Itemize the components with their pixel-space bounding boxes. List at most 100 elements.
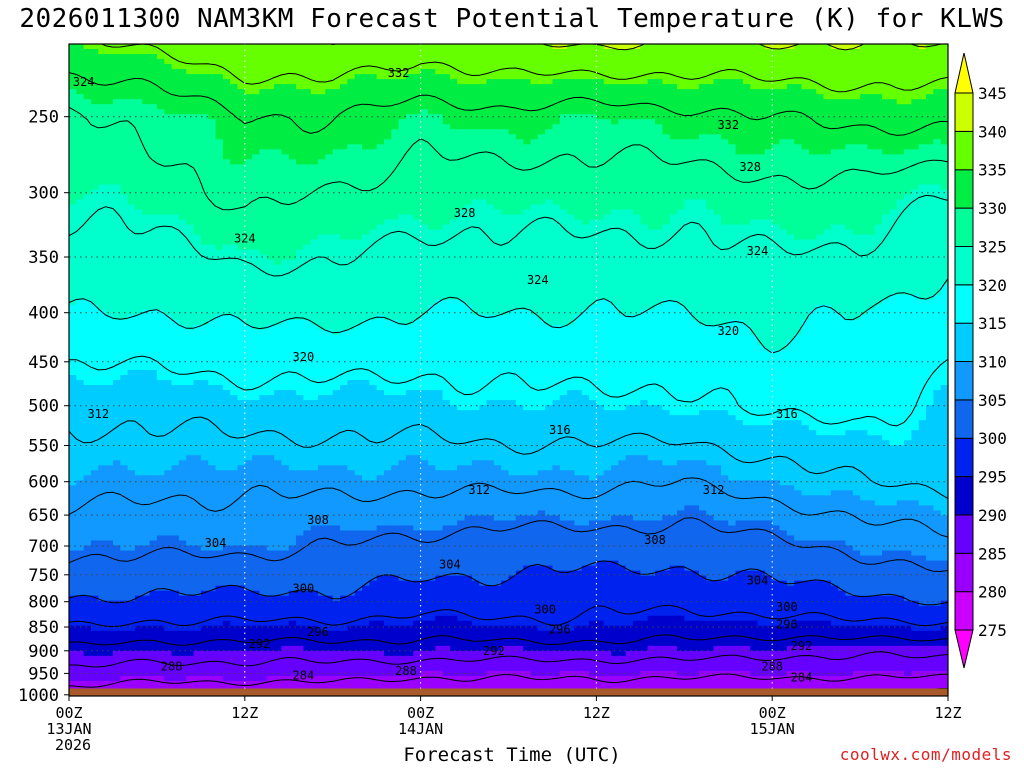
band-cell [69, 349, 948, 356]
band-cell [640, 214, 671, 221]
band-cell [471, 309, 510, 316]
band-cell [567, 390, 583, 396]
band-cell [398, 460, 429, 466]
band-cell [186, 540, 297, 547]
band-cell [515, 134, 539, 140]
band-cell [76, 89, 246, 95]
band-cell [713, 79, 744, 85]
band-cell [618, 460, 663, 466]
band-cell [508, 575, 707, 582]
band-cell [633, 209, 678, 216]
band-cell [764, 44, 795, 50]
y-tick-label: 550 [28, 437, 59, 457]
band-cell [911, 670, 948, 677]
band-cell [801, 329, 948, 336]
band-cell [274, 259, 283, 266]
band-cell [486, 199, 546, 206]
band-cell [69, 395, 239, 401]
y-tick-label: 650 [28, 506, 59, 526]
band-cell [552, 199, 685, 206]
band-cell [69, 94, 85, 100]
band-cell [933, 294, 948, 301]
band-cell [244, 159, 297, 165]
band-cell [200, 455, 253, 461]
contour-label: 296 [307, 625, 329, 639]
band-cell [633, 620, 759, 627]
band-cell [435, 575, 473, 582]
band-cell [296, 390, 334, 396]
band-cell [171, 64, 948, 70]
band-cell [830, 224, 847, 231]
band-cell [244, 585, 363, 592]
band-cell [442, 395, 561, 401]
band-cell [69, 194, 85, 201]
band-cell [69, 470, 92, 476]
band-cell [296, 249, 948, 256]
band-cell [786, 344, 948, 351]
band-cell [420, 69, 436, 75]
band-cell [391, 129, 510, 135]
band-cell [69, 585, 217, 592]
band-cell [559, 465, 612, 471]
band-cell [391, 134, 517, 140]
band-cell [728, 139, 781, 145]
band-cell [457, 214, 576, 221]
band-cell [347, 625, 539, 632]
band-cell [69, 74, 224, 80]
band-cell [625, 405, 663, 411]
band-cell [830, 44, 861, 50]
band-cell [904, 670, 912, 677]
band-cell [559, 670, 590, 677]
band-cell [676, 510, 707, 517]
band-cell [581, 219, 590, 226]
band-cell [237, 465, 290, 471]
band-cell [530, 79, 554, 85]
band-cell [589, 475, 597, 481]
band-cell [882, 94, 927, 100]
band-cell [757, 620, 795, 627]
band-cell [574, 625, 912, 632]
band-cell [69, 114, 209, 120]
band-cell [545, 319, 576, 326]
band-cell [376, 575, 400, 582]
band-cell [112, 314, 129, 321]
band-cell [457, 209, 502, 216]
contour-label: 304 [747, 573, 769, 587]
x-tick-label: 12Z [583, 704, 610, 722]
band-cell [288, 590, 319, 597]
band-cell [530, 139, 729, 145]
band-cell [156, 535, 180, 542]
band-cell [801, 144, 847, 150]
band-cell [69, 199, 77, 206]
band-cell [332, 149, 737, 155]
colorbar-segment [954, 591, 974, 631]
contour-label-text: 324 [73, 75, 95, 89]
contour-label-text: 304 [205, 536, 227, 550]
band-cell [486, 79, 532, 85]
band-cell [376, 475, 590, 481]
band-cell [669, 565, 685, 572]
band-cell [340, 595, 905, 602]
band-cell [69, 520, 458, 527]
band-cell [882, 550, 912, 557]
band-cell [193, 380, 209, 386]
x-tick-label: 00Z [407, 704, 434, 722]
band-cell [244, 319, 283, 326]
x-tick-label: 12Z [934, 704, 961, 722]
band-cell [310, 525, 341, 532]
band-cell [98, 595, 136, 602]
colorbar-segment [954, 514, 974, 554]
colorbar-segment [954, 52, 974, 94]
band-cell [742, 319, 803, 326]
band-cell [215, 134, 392, 140]
x-tick-label: 13JAN [46, 720, 91, 738]
band-cell [288, 465, 319, 471]
band-cell [318, 234, 341, 241]
contour-label-text: 292 [249, 637, 271, 651]
band-cell [501, 580, 788, 587]
band-cell [69, 420, 744, 426]
colorbar-segment [954, 476, 974, 516]
band-cell [493, 460, 619, 466]
band-cell [669, 214, 722, 221]
contour-label-text: 324 [527, 273, 549, 287]
